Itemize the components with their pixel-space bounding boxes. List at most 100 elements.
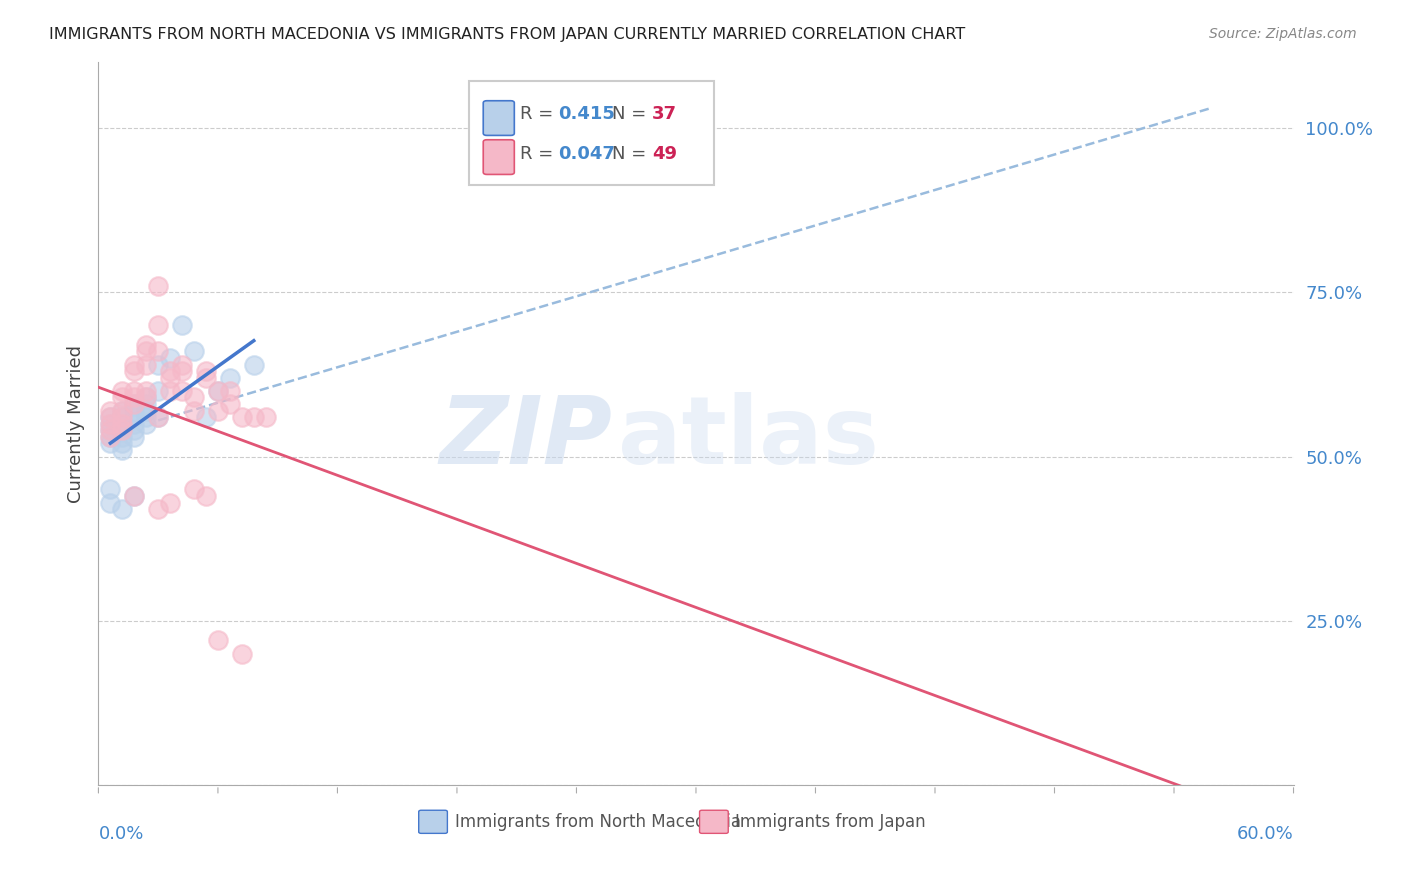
Point xyxy=(172,364,194,378)
Point xyxy=(148,410,170,425)
Point xyxy=(135,403,157,417)
Point xyxy=(124,430,146,444)
Point xyxy=(231,647,253,661)
Point xyxy=(207,633,229,648)
Point xyxy=(183,483,205,497)
Point xyxy=(111,436,134,450)
Text: ZIP: ZIP xyxy=(440,392,613,484)
Point xyxy=(148,410,170,425)
Point xyxy=(135,417,157,431)
Point xyxy=(124,410,146,425)
Point xyxy=(159,370,181,384)
Text: N =: N = xyxy=(613,105,652,123)
Point xyxy=(124,417,146,431)
Text: R =: R = xyxy=(520,105,560,123)
Point xyxy=(111,403,134,417)
Point xyxy=(124,384,146,398)
Point xyxy=(124,423,146,437)
Point xyxy=(135,391,157,405)
Point xyxy=(111,442,134,457)
Point xyxy=(98,403,122,417)
Point xyxy=(98,436,122,450)
Text: 0.047: 0.047 xyxy=(558,145,616,163)
Point xyxy=(148,502,170,516)
Point xyxy=(172,358,194,372)
Point xyxy=(219,384,242,398)
Point xyxy=(98,410,122,425)
Point xyxy=(243,410,266,425)
Point xyxy=(195,410,218,425)
Point xyxy=(207,384,229,398)
Point xyxy=(183,344,205,359)
FancyBboxPatch shape xyxy=(470,80,714,186)
Point xyxy=(183,403,205,417)
Point xyxy=(135,338,157,352)
Point xyxy=(98,417,122,431)
Point xyxy=(111,430,134,444)
Point xyxy=(98,423,122,437)
Point xyxy=(148,344,170,359)
Point xyxy=(124,358,146,372)
Point xyxy=(172,384,194,398)
Point xyxy=(124,391,146,405)
Text: Source: ZipAtlas.com: Source: ZipAtlas.com xyxy=(1209,27,1357,41)
Point xyxy=(135,410,157,425)
Point xyxy=(159,495,181,509)
Point xyxy=(98,430,122,444)
FancyBboxPatch shape xyxy=(484,140,515,175)
Point xyxy=(254,410,277,425)
Point xyxy=(111,423,134,437)
Point xyxy=(98,430,122,444)
Point xyxy=(98,410,122,425)
Text: R =: R = xyxy=(520,145,560,163)
Point xyxy=(207,403,229,417)
Text: Immigrants from North Macedonia: Immigrants from North Macedonia xyxy=(454,813,741,830)
Point xyxy=(111,384,134,398)
Text: 0.415: 0.415 xyxy=(558,105,616,123)
Point xyxy=(183,391,205,405)
Text: 0.0%: 0.0% xyxy=(98,825,143,843)
FancyBboxPatch shape xyxy=(700,810,728,833)
Point xyxy=(219,370,242,384)
Point xyxy=(98,495,122,509)
Point xyxy=(111,391,134,405)
Point xyxy=(111,417,134,431)
Point xyxy=(135,358,157,372)
Point xyxy=(111,423,134,437)
Point xyxy=(124,364,146,378)
Text: Immigrants from Japan: Immigrants from Japan xyxy=(735,813,927,830)
Point xyxy=(135,384,157,398)
Point xyxy=(135,397,157,411)
Point xyxy=(148,358,170,372)
Point xyxy=(159,364,181,378)
Point xyxy=(111,403,134,417)
Point xyxy=(195,489,218,503)
Point xyxy=(124,397,146,411)
Point xyxy=(207,384,229,398)
Point xyxy=(111,417,134,431)
Point xyxy=(98,417,122,431)
Point xyxy=(111,410,134,425)
Point xyxy=(231,410,253,425)
Point xyxy=(159,384,181,398)
FancyBboxPatch shape xyxy=(484,101,515,136)
Text: N =: N = xyxy=(613,145,652,163)
Y-axis label: Currently Married: Currently Married xyxy=(66,344,84,503)
Point xyxy=(159,351,181,365)
Point xyxy=(148,278,170,293)
Text: atlas: atlas xyxy=(619,392,879,484)
Point xyxy=(124,489,146,503)
FancyBboxPatch shape xyxy=(419,810,447,833)
Text: 49: 49 xyxy=(652,145,676,163)
Point xyxy=(243,358,266,372)
Point xyxy=(98,483,122,497)
Point xyxy=(111,410,134,425)
Point xyxy=(195,364,218,378)
Text: 37: 37 xyxy=(652,105,676,123)
Point xyxy=(219,397,242,411)
Point xyxy=(148,318,170,333)
Text: IMMIGRANTS FROM NORTH MACEDONIA VS IMMIGRANTS FROM JAPAN CURRENTLY MARRIED CORRE: IMMIGRANTS FROM NORTH MACEDONIA VS IMMIG… xyxy=(49,27,966,42)
Point xyxy=(124,403,146,417)
Point xyxy=(111,502,134,516)
Point xyxy=(172,318,194,333)
